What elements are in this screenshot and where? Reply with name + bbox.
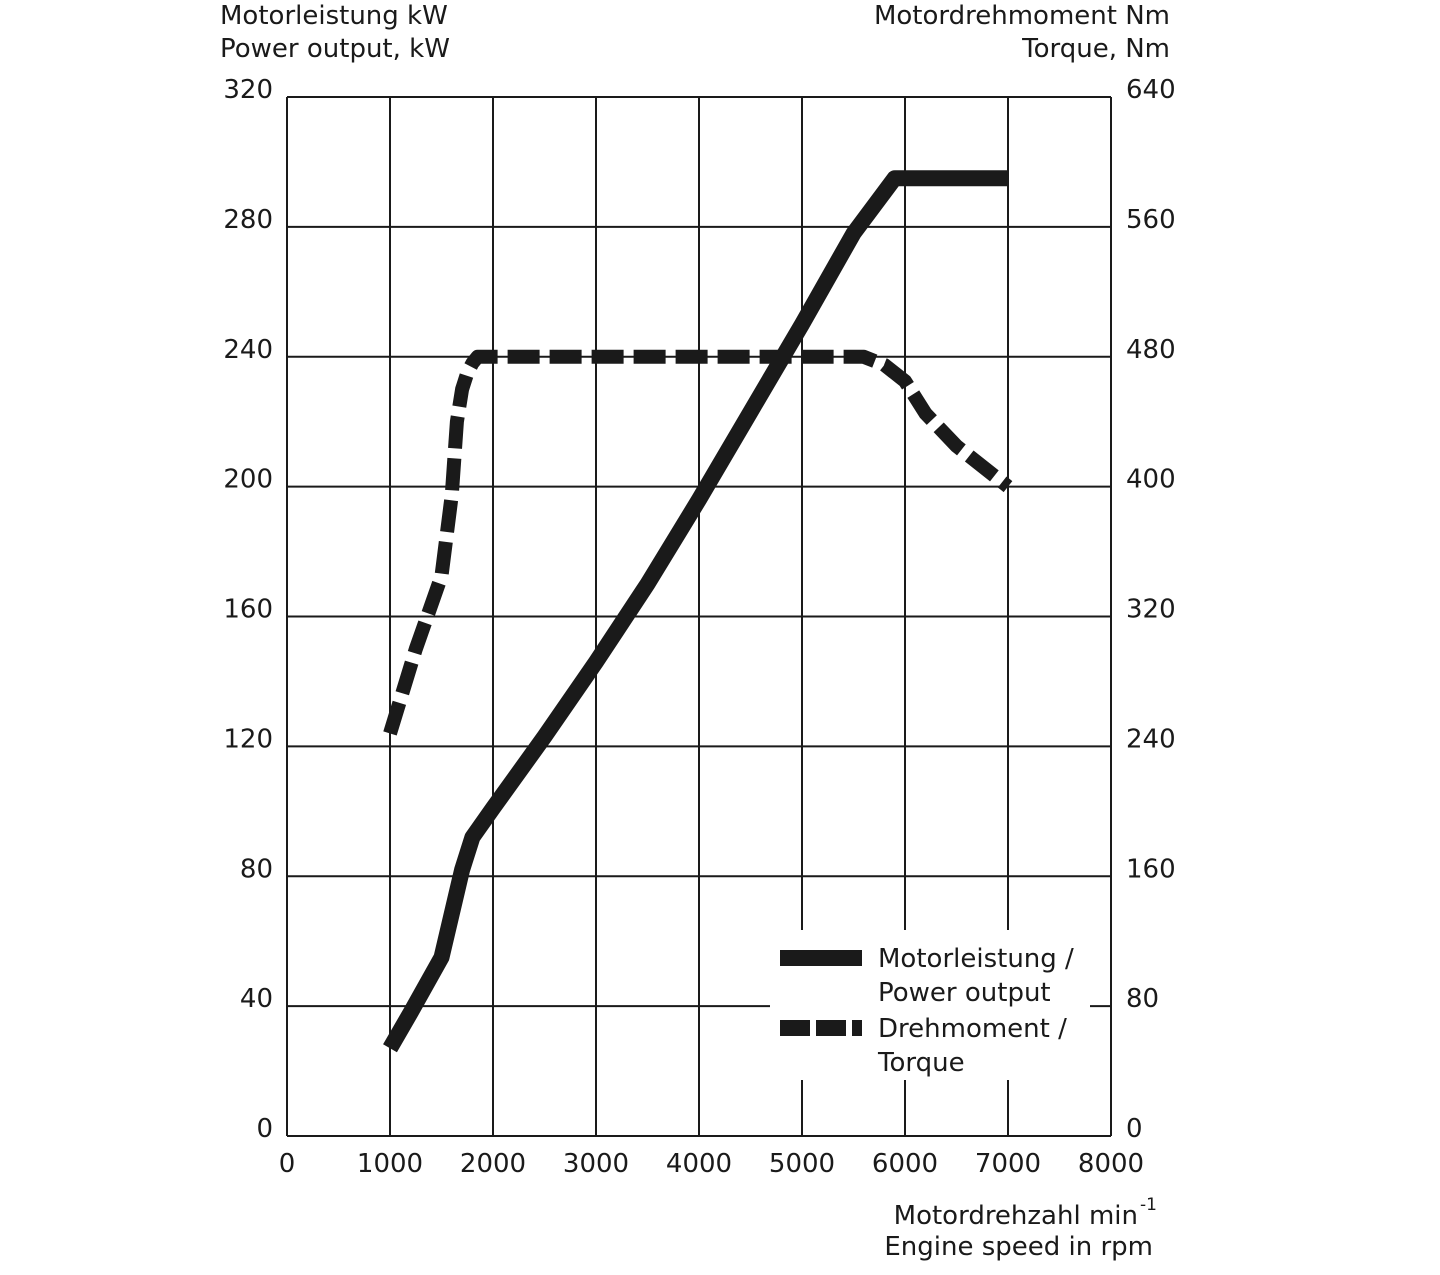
x-axis-title-superscript: -1 (1140, 1195, 1157, 1215)
series-lines (383, 170, 1013, 1053)
tick-labels: 0 1000 2000 3000 4000 5000 6000 7000 80000408012… (223, 75, 1175, 1179)
y-left-tick-label: 0 (256, 1114, 273, 1144)
y-left-tick-label: 280 (223, 205, 273, 235)
x-tick-label: 2000 (460, 1149, 526, 1179)
right-axis-title-line1: Motordrehmoment Nm (874, 1, 1170, 31)
x-axis-title-line2: Engine speed in rpm (884, 1232, 1153, 1262)
y-left-tick-label: 40 (240, 984, 273, 1014)
x-tick-label: 5000 (769, 1149, 835, 1179)
y-left-tick-label: 320 (223, 75, 273, 105)
right-axis-title-line2: Torque, Nm (1021, 34, 1170, 64)
x-tick-label: 8000 (1078, 1149, 1144, 1179)
x-tick-label: 1000 (357, 1149, 423, 1179)
x-axis-title-text: Motordrehzahl min (894, 1201, 1138, 1231)
legend-power-label-line2: Power output (878, 978, 1051, 1008)
torque-line (383, 349, 1013, 736)
y-right-tick-label: 640 (1126, 75, 1176, 105)
y-left-tick-label: 200 (223, 465, 273, 495)
y-right-tick-label: 400 (1126, 465, 1176, 495)
y-left-tick-label: 80 (240, 854, 273, 884)
y-right-tick-label: 240 (1126, 724, 1176, 754)
y-right-tick-label: 320 (1126, 595, 1176, 625)
y-right-tick-label: 0 (1126, 1114, 1143, 1144)
y-right-tick-label: 80 (1126, 984, 1159, 1014)
legend-torque-label-line2: Torque (877, 1048, 965, 1078)
x-tick-label: 7000 (975, 1149, 1041, 1179)
x-tick-label: 4000 (666, 1149, 732, 1179)
x-tick-label: 6000 (872, 1149, 938, 1179)
x-tick-label: 3000 (563, 1149, 629, 1179)
left-axis-title-line2: Power output, kW (220, 34, 450, 64)
legend: Motorleistung / Power output Drehmoment … (770, 930, 1090, 1080)
left-axis-title-line1: Motorleistung kW (220, 1, 448, 31)
x-axis-title-line1: Motordrehzahl min (894, 1201, 1138, 1231)
x-tick-label: 0 (279, 1149, 296, 1179)
y-left-tick-label: 120 (223, 724, 273, 754)
legend-power-label-line1: Motorleistung / (878, 944, 1074, 974)
y-right-tick-label: 480 (1126, 335, 1176, 365)
legend-torque-label-line1: Drehmoment / (878, 1014, 1067, 1044)
y-left-tick-label: 160 (223, 595, 273, 625)
grid (286, 96, 1112, 1137)
y-left-tick-label: 240 (223, 335, 273, 365)
power-line (383, 170, 1008, 1053)
y-right-tick-label: 160 (1126, 854, 1176, 884)
axis-titles: Motorleistung kW Power output, kW Motord… (220, 1, 1170, 1262)
y-right-tick-label: 560 (1126, 205, 1176, 235)
